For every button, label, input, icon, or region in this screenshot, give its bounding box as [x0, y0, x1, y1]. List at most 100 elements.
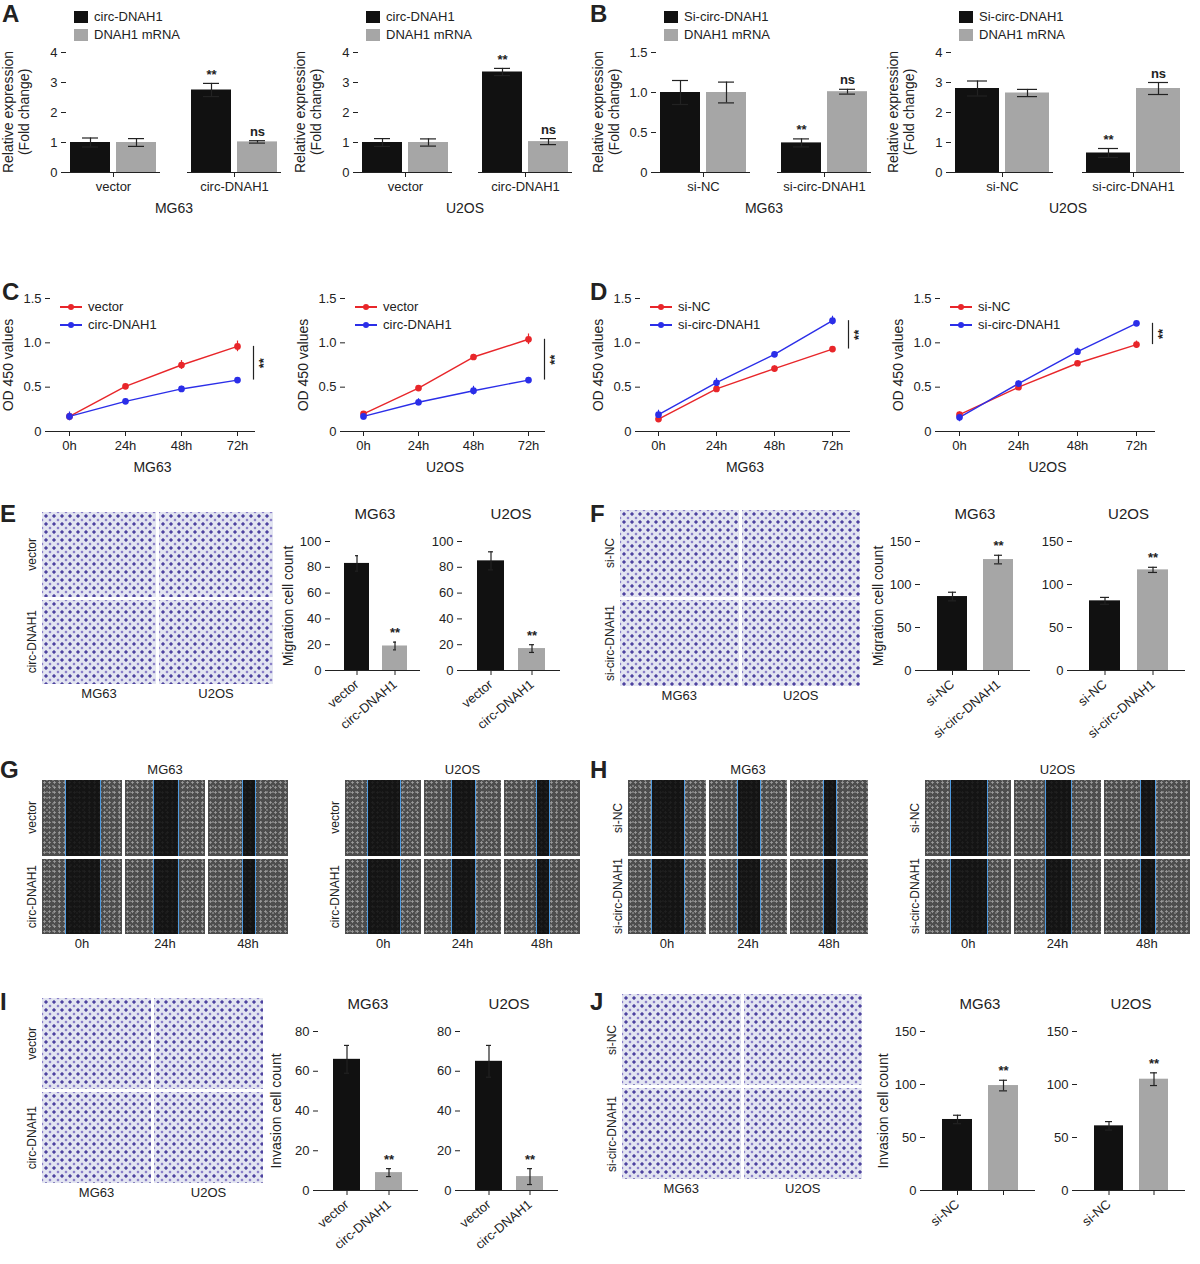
svg-text:100: 100 [1042, 577, 1064, 592]
svg-text:si-NC: si-NC [1079, 1197, 1114, 1229]
svg-text:20: 20 [437, 1143, 451, 1158]
svg-text:80: 80 [307, 559, 321, 574]
svg-text:0.5: 0.5 [613, 379, 631, 394]
svg-text:1.5: 1.5 [913, 291, 931, 306]
svg-text:0: 0 [1056, 663, 1063, 678]
svg-text:80: 80 [439, 559, 453, 574]
svg-text:**: ** [998, 1063, 1009, 1078]
svg-text:0h: 0h [651, 438, 665, 453]
svg-text:0h: 0h [356, 438, 370, 453]
svg-text:1.5: 1.5 [629, 45, 647, 60]
svg-text:100: 100 [432, 534, 454, 549]
svg-text:150: 150 [1047, 1024, 1069, 1039]
svg-text:circ-DNAH1: circ-DNAH1 [474, 677, 536, 733]
svg-text:ns: ns [541, 122, 556, 137]
svg-text:0: 0 [444, 1183, 451, 1198]
svg-text:ns: ns [840, 72, 855, 87]
svg-text:0.5: 0.5 [913, 379, 931, 394]
svg-text:vector: vector [315, 1196, 352, 1231]
svg-text:0: 0 [904, 663, 911, 678]
svg-text:0: 0 [909, 1183, 916, 1198]
svg-text:3: 3 [935, 75, 942, 90]
svg-text:100: 100 [1047, 1077, 1069, 1092]
svg-text:**: ** [993, 538, 1004, 553]
svg-text:3: 3 [342, 75, 349, 90]
svg-text:0: 0 [302, 1183, 309, 1198]
svg-text:vector: vector [459, 676, 496, 711]
svg-text:150: 150 [890, 534, 912, 549]
svg-text:si-circ-DNAH1: si-circ-DNAH1 [783, 179, 865, 194]
svg-text:1.5: 1.5 [613, 291, 631, 306]
svg-text:0: 0 [935, 165, 942, 180]
svg-text:circ-DNAH1: circ-DNAH1 [331, 1197, 393, 1253]
svg-text:**: ** [256, 357, 271, 368]
svg-text:ns: ns [250, 124, 265, 139]
svg-text:si-circ-DNAH1: si-circ-DNAH1 [930, 677, 1003, 740]
svg-text:**: ** [525, 1152, 536, 1167]
svg-text:**: ** [1155, 328, 1170, 339]
svg-text:si-NC: si-NC [986, 179, 1019, 194]
svg-text:2: 2 [342, 105, 349, 120]
svg-text:**: ** [390, 625, 401, 640]
svg-text:48h: 48h [1067, 438, 1089, 453]
svg-text:2: 2 [935, 105, 942, 120]
svg-text:60: 60 [295, 1063, 309, 1078]
svg-text:**: ** [527, 628, 538, 643]
svg-text:4: 4 [935, 45, 942, 60]
svg-text:1.0: 1.0 [23, 335, 41, 350]
svg-text:150: 150 [1042, 534, 1064, 549]
svg-text:20: 20 [307, 637, 321, 652]
svg-text:vector: vector [457, 1196, 494, 1231]
svg-text:circ-DNAH1: circ-DNAH1 [491, 179, 560, 194]
svg-text:72h: 72h [822, 438, 844, 453]
svg-text:1: 1 [935, 135, 942, 150]
svg-text:0: 0 [624, 424, 631, 439]
svg-text:100: 100 [890, 577, 912, 592]
svg-text:0: 0 [924, 424, 931, 439]
svg-text:60: 60 [307, 585, 321, 600]
svg-text:1.0: 1.0 [913, 335, 931, 350]
svg-text:4: 4 [50, 45, 57, 60]
svg-text:vector: vector [96, 179, 132, 194]
svg-text:150: 150 [895, 1024, 917, 1039]
svg-text:vector: vector [388, 179, 424, 194]
svg-text:**: ** [1149, 1056, 1160, 1071]
svg-text:si-NC: si-NC [923, 677, 958, 709]
svg-text:si-circ-DNAH1: si-circ-DNAH1 [1092, 179, 1174, 194]
svg-text:1.0: 1.0 [318, 335, 336, 350]
svg-text:50: 50 [1054, 1130, 1068, 1145]
svg-text:100: 100 [895, 1077, 917, 1092]
svg-text:40: 40 [307, 611, 321, 626]
svg-text:si-NC: si-NC [928, 1197, 963, 1229]
svg-text:**: ** [384, 1152, 395, 1167]
svg-text:80: 80 [437, 1024, 451, 1039]
svg-text:40: 40 [439, 611, 453, 626]
svg-text:0: 0 [342, 165, 349, 180]
svg-text:1.0: 1.0 [613, 335, 631, 350]
svg-text:72h: 72h [227, 438, 249, 453]
svg-text:0h: 0h [62, 438, 76, 453]
svg-text:48h: 48h [463, 438, 485, 453]
svg-text:2: 2 [50, 105, 57, 120]
svg-text:40: 40 [437, 1103, 451, 1118]
svg-text:si-NC: si-NC [1075, 677, 1110, 709]
svg-text:72h: 72h [518, 438, 540, 453]
svg-text:24h: 24h [706, 438, 728, 453]
svg-text:**: ** [1148, 550, 1159, 565]
svg-text:20: 20 [439, 637, 453, 652]
svg-text:24h: 24h [1008, 438, 1030, 453]
svg-text:**: ** [497, 52, 508, 67]
svg-text:1: 1 [50, 135, 57, 150]
svg-text:72h: 72h [1126, 438, 1148, 453]
svg-text:1.5: 1.5 [318, 291, 336, 306]
svg-text:0: 0 [1061, 1183, 1068, 1198]
svg-text:0.5: 0.5 [318, 379, 336, 394]
svg-text:24h: 24h [115, 438, 137, 453]
svg-text:circ-DNAH1: circ-DNAH1 [200, 179, 269, 194]
svg-text:0: 0 [446, 663, 453, 678]
svg-text:0h: 0h [952, 438, 966, 453]
svg-text:circ-DNAH1: circ-DNAH1 [337, 677, 399, 733]
svg-text:20: 20 [295, 1143, 309, 1158]
svg-text:ns: ns [1151, 66, 1166, 81]
svg-text:50: 50 [902, 1130, 916, 1145]
